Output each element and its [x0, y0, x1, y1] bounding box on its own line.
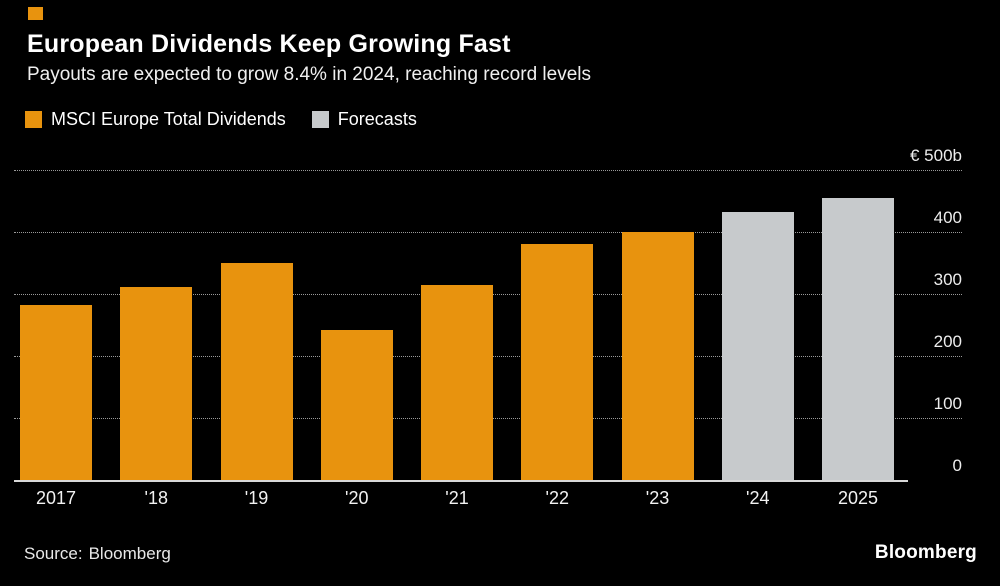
source-value: Bloomberg — [88, 544, 171, 563]
legend-swatch-dividends — [25, 111, 42, 128]
x-tick-label-18: '18 — [144, 488, 168, 508]
chart-subtitle: Payouts are expected to grow 8.4% in 202… — [27, 64, 591, 85]
bar-2017 — [20, 304, 92, 480]
y-tick-label-100: 100 — [933, 394, 962, 413]
legend-label-dividends: MSCI Europe Total Dividends — [51, 109, 286, 129]
bloomberg-mark-icon — [28, 7, 43, 20]
legend: MSCI Europe Total Dividends Forecasts — [25, 109, 417, 130]
x-tick-label-21: '21 — [445, 488, 469, 508]
x-tick-label-24: '24 — [746, 488, 770, 508]
bar-2025 — [822, 197, 894, 480]
bar-22 — [521, 244, 594, 480]
legend-item-forecasts: Forecasts — [311, 109, 417, 130]
legend-swatch-forecasts — [311, 111, 329, 128]
bloomberg-wordmark: Bloomberg — [874, 542, 977, 563]
x-tick-label-2025: 2025 — [837, 488, 879, 508]
x-tick-label-23: '23 — [645, 488, 670, 508]
x-tick-label-19: '19 — [244, 488, 269, 508]
y-tick-label-200: 200 — [933, 332, 962, 351]
source-label: Source: — [24, 544, 83, 563]
legend-label-forecasts: Forecasts — [337, 109, 417, 129]
bar-24 — [721, 211, 794, 480]
gridline-400 — [14, 232, 962, 233]
y-tick-label-400: 400 — [933, 208, 962, 227]
bar-21 — [421, 284, 493, 480]
source-note: Source: Bloomberg — [24, 544, 171, 564]
y-tick-label-0: 0 — [952, 456, 962, 475]
bar-23 — [621, 232, 694, 480]
x-axis-line — [14, 480, 908, 482]
legend-item-dividends: MSCI Europe Total Dividends — [25, 109, 286, 130]
gridline-500 — [14, 170, 962, 171]
bar-18 — [120, 286, 193, 480]
bar-20 — [320, 329, 393, 480]
chart-title: European Dividends Keep Growing Fast — [27, 30, 511, 58]
x-tick-label-2017: 2017 — [35, 488, 77, 508]
x-tick-label-22: '22 — [545, 488, 569, 508]
bar-19 — [220, 263, 293, 480]
y-tick-label-500: € 500b — [910, 146, 962, 165]
y-tick-label-300: 300 — [933, 270, 962, 289]
x-tick-label-20: '20 — [345, 488, 369, 508]
